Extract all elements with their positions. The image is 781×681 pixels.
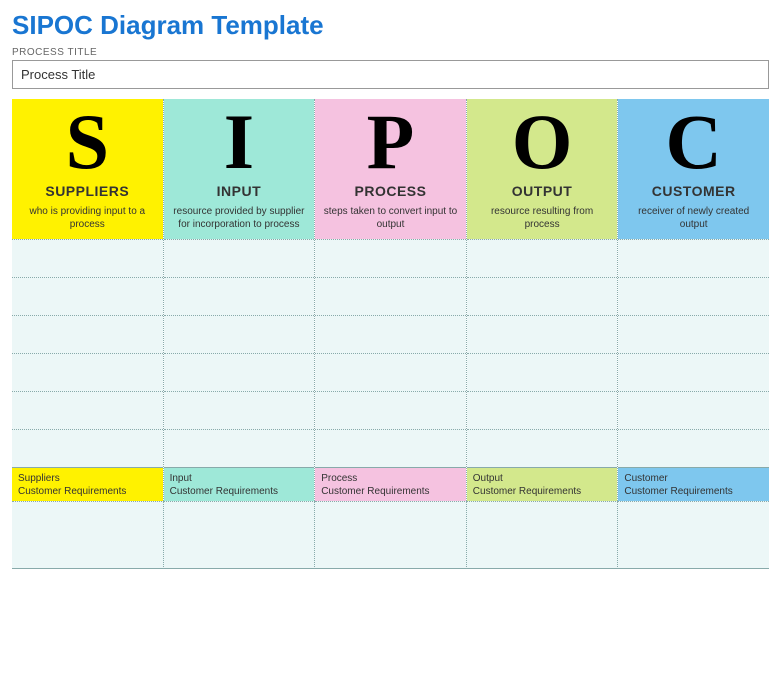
below-cell[interactable] bbox=[618, 501, 769, 569]
process-title-input[interactable] bbox=[12, 60, 769, 89]
column-footer: CustomerCustomer Requirements bbox=[618, 467, 769, 501]
column-footer: OutputCustomer Requirements bbox=[467, 467, 618, 501]
below-cell[interactable] bbox=[315, 501, 467, 569]
column-header: P PROCESS steps taken to convert input to … bbox=[315, 99, 466, 239]
column-name: CUSTOMER bbox=[624, 183, 763, 199]
footer-line1: Output bbox=[473, 472, 612, 485]
sipoc-below-row bbox=[12, 501, 769, 569]
body-cell[interactable] bbox=[315, 315, 466, 353]
below-cell[interactable] bbox=[164, 501, 316, 569]
body-cell[interactable] bbox=[164, 239, 315, 277]
body-cell[interactable] bbox=[467, 353, 618, 391]
body-cell[interactable] bbox=[618, 353, 769, 391]
column-letter: I bbox=[170, 103, 309, 181]
sipoc-column-suppliers: S SUPPLIERS who is providing input to a pr… bbox=[12, 99, 164, 501]
sipoc-column-input: I INPUT resource provided by supplier for … bbox=[164, 99, 316, 501]
column-footer: ProcessCustomer Requirements bbox=[315, 467, 466, 501]
body-cell[interactable] bbox=[12, 429, 163, 467]
body-cell[interactable] bbox=[467, 277, 618, 315]
footer-line2: Customer Requirements bbox=[18, 485, 157, 498]
column-header: I INPUT resource provided by supplier for … bbox=[164, 99, 315, 239]
footer-line1: Suppliers bbox=[18, 472, 157, 485]
sipoc-column-customer: C CUSTOMER receiver of newly created outpu… bbox=[618, 99, 769, 501]
column-letter: S bbox=[18, 103, 157, 181]
column-footer: SuppliersCustomer Requirements bbox=[12, 467, 163, 501]
body-cell[interactable] bbox=[164, 353, 315, 391]
body-cell[interactable] bbox=[467, 239, 618, 277]
body-cell[interactable] bbox=[164, 429, 315, 467]
body-cell[interactable] bbox=[12, 353, 163, 391]
column-header: C CUSTOMER receiver of newly created outpu… bbox=[618, 99, 769, 239]
sipoc-column-process: P PROCESS steps taken to convert input to … bbox=[315, 99, 467, 501]
column-desc: receiver of newly created output bbox=[624, 205, 763, 231]
below-cell[interactable] bbox=[12, 501, 164, 569]
page-title: SIPOC Diagram Template bbox=[12, 10, 769, 41]
footer-line2: Customer Requirements bbox=[473, 485, 612, 498]
body-cell[interactable] bbox=[315, 277, 466, 315]
column-footer: InputCustomer Requirements bbox=[164, 467, 315, 501]
body-cell[interactable] bbox=[315, 239, 466, 277]
body-cell[interactable] bbox=[618, 391, 769, 429]
footer-line1: Customer bbox=[624, 472, 763, 485]
footer-line2: Customer Requirements bbox=[170, 485, 309, 498]
body-cell[interactable] bbox=[618, 315, 769, 353]
footer-line2: Customer Requirements bbox=[321, 485, 460, 498]
body-cell[interactable] bbox=[467, 391, 618, 429]
body-cell[interactable] bbox=[315, 353, 466, 391]
below-cell[interactable] bbox=[467, 501, 619, 569]
column-letter: C bbox=[624, 103, 763, 181]
column-desc: who is providing input to a process bbox=[18, 205, 157, 231]
body-cell[interactable] bbox=[12, 315, 163, 353]
column-letter: P bbox=[321, 103, 460, 181]
footer-line1: Input bbox=[170, 472, 309, 485]
body-cell[interactable] bbox=[467, 315, 618, 353]
column-letter: O bbox=[473, 103, 612, 181]
body-cell[interactable] bbox=[12, 391, 163, 429]
body-cell[interactable] bbox=[467, 429, 618, 467]
footer-line1: Process bbox=[321, 472, 460, 485]
footer-line2: Customer Requirements bbox=[624, 485, 763, 498]
column-header: O OUTPUT resource resulting from process bbox=[467, 99, 618, 239]
column-name: SUPPLIERS bbox=[18, 183, 157, 199]
body-cell[interactable] bbox=[164, 315, 315, 353]
body-cell[interactable] bbox=[12, 239, 163, 277]
body-cell[interactable] bbox=[315, 391, 466, 429]
column-name: INPUT bbox=[170, 183, 309, 199]
body-cell[interactable] bbox=[618, 239, 769, 277]
column-name: OUTPUT bbox=[473, 183, 612, 199]
body-cell[interactable] bbox=[164, 391, 315, 429]
body-cell[interactable] bbox=[618, 429, 769, 467]
sipoc-grid: S SUPPLIERS who is providing input to a pr… bbox=[12, 99, 769, 501]
body-cell[interactable] bbox=[164, 277, 315, 315]
column-desc: resource provided by supplier for incorp… bbox=[170, 205, 309, 231]
column-desc: resource resulting from process bbox=[473, 205, 612, 231]
column-desc: steps taken to convert input to output bbox=[321, 205, 460, 231]
process-title-label: PROCESS TITLE bbox=[12, 47, 769, 58]
body-cell[interactable] bbox=[618, 277, 769, 315]
column-name: PROCESS bbox=[321, 183, 460, 199]
body-cell[interactable] bbox=[315, 429, 466, 467]
column-header: S SUPPLIERS who is providing input to a pr… bbox=[12, 99, 163, 239]
body-cell[interactable] bbox=[12, 277, 163, 315]
sipoc-column-output: O OUTPUT resource resulting from process Ou… bbox=[467, 99, 619, 501]
